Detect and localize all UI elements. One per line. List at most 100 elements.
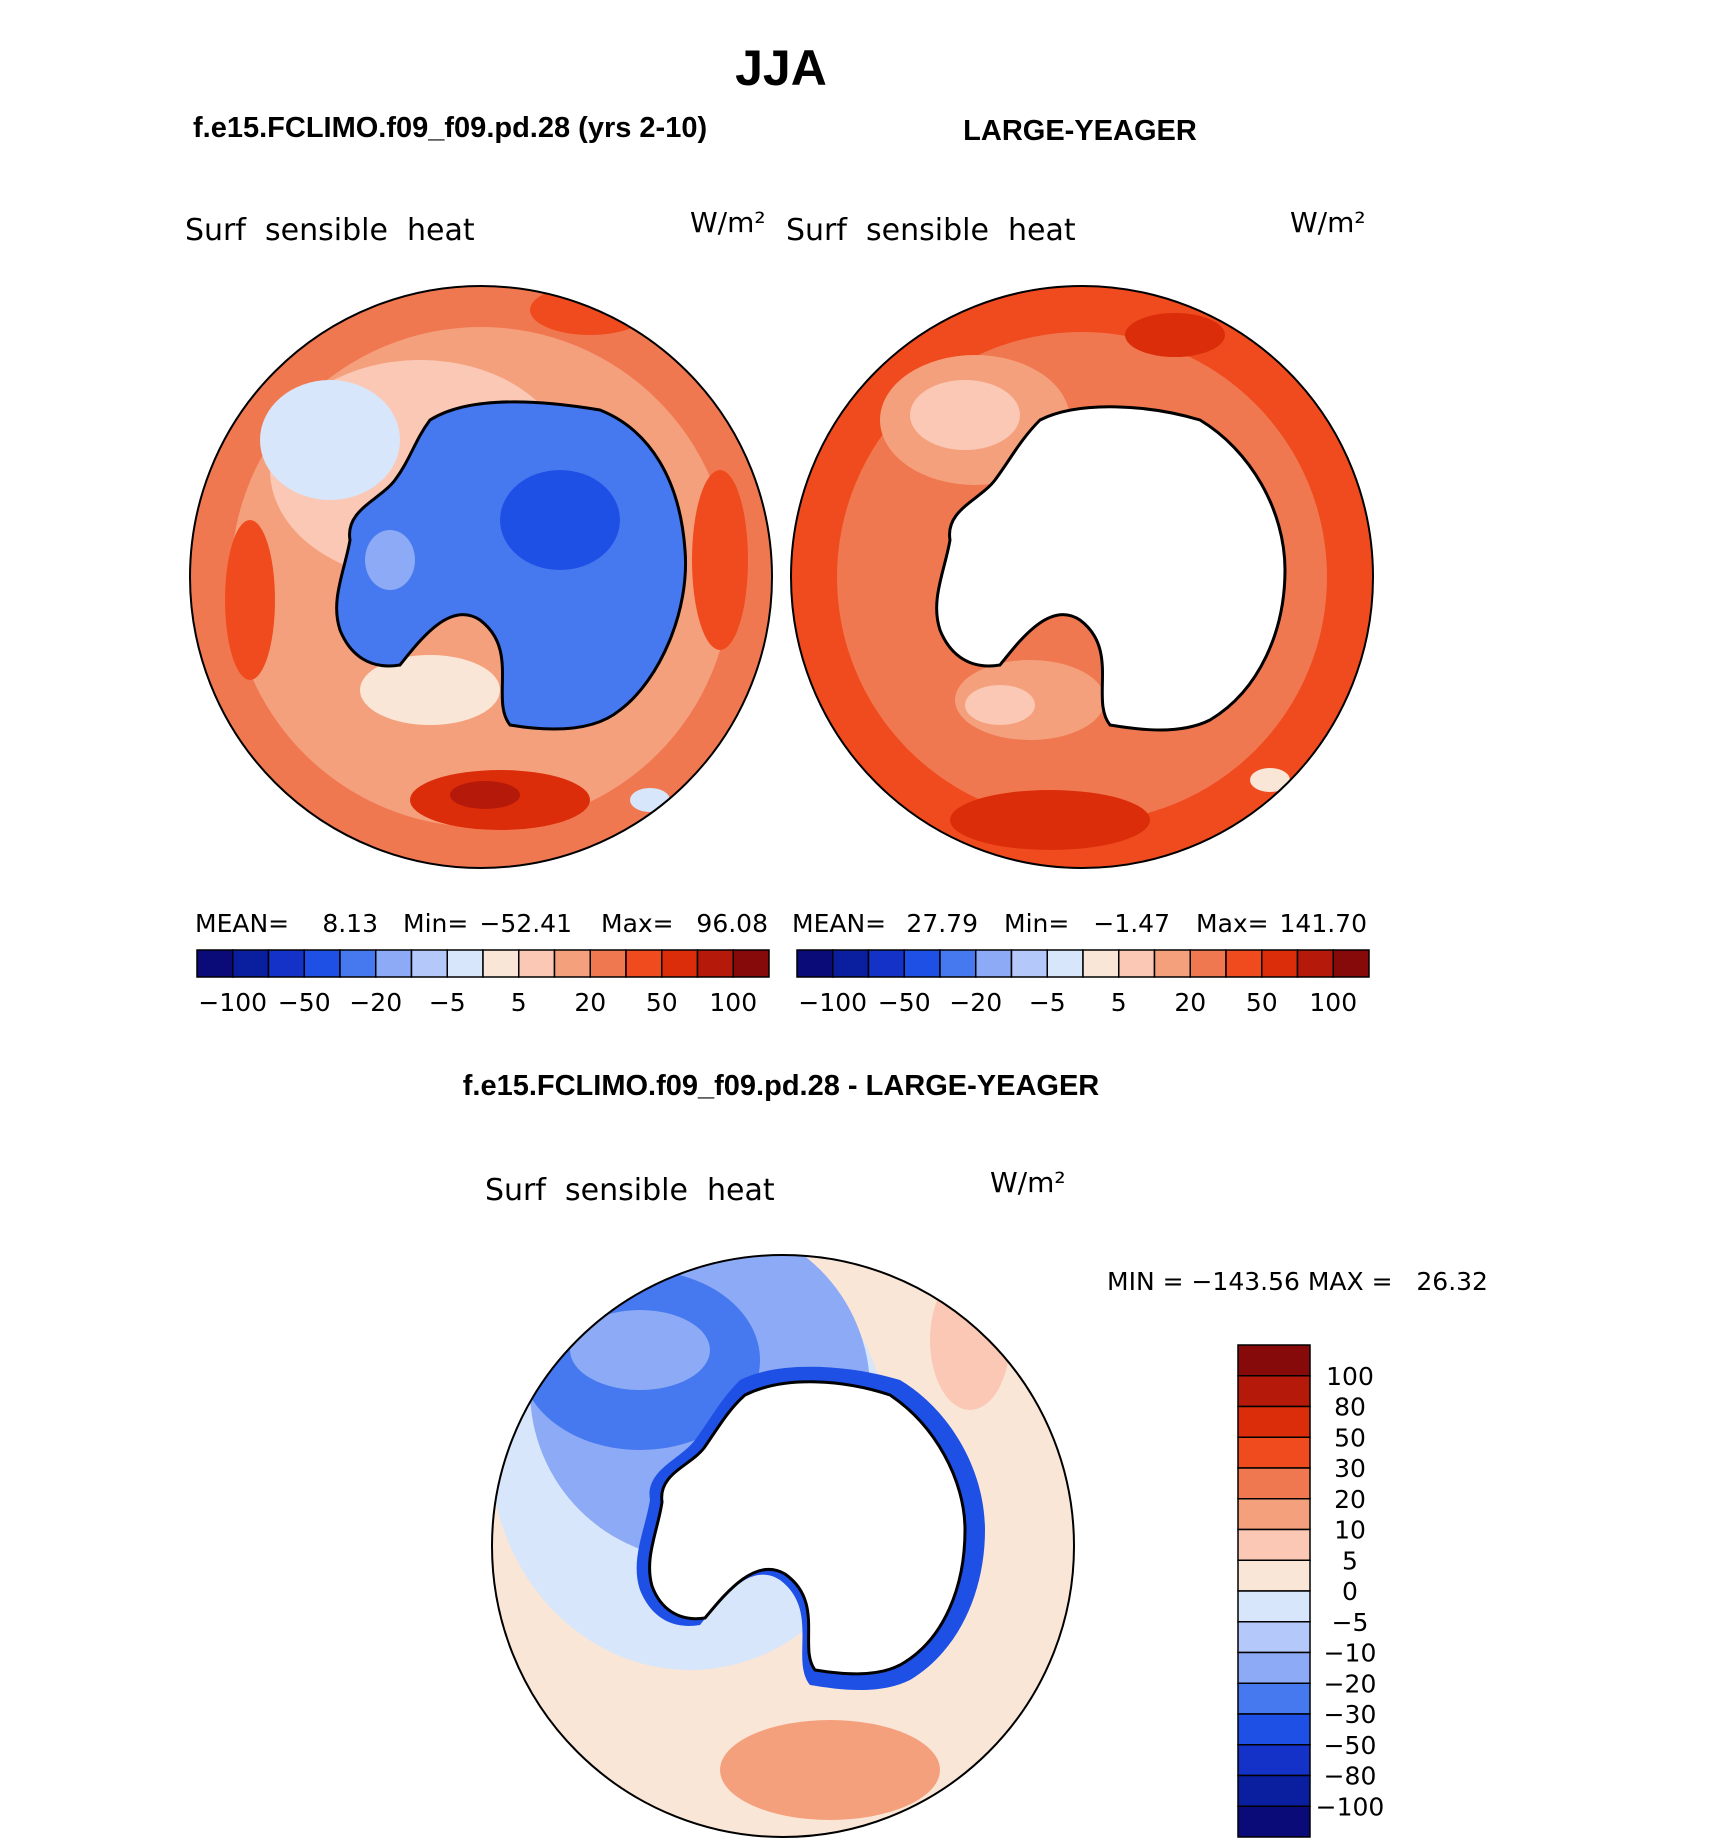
difference-polar-map <box>491 1254 1075 1838</box>
colorbar-swatch <box>1046 949 1084 978</box>
left-units-label: W/m² <box>690 206 766 239</box>
figure-title: JJA <box>735 40 827 96</box>
colorbar-tick-label: 100 <box>1309 988 1357 1017</box>
colorbar-tick-label: 30 <box>1334 1454 1366 1483</box>
colorbar-tick-label: 50 <box>1334 1423 1366 1452</box>
colorbar-swatch <box>1332 949 1370 978</box>
colorbar-swatch <box>1237 1498 1311 1531</box>
colorbar-tick-label: −50 <box>1324 1731 1377 1760</box>
colorbar-swatch <box>482 949 520 978</box>
colorbar-tick-label: 100 <box>709 988 757 1017</box>
right-mean-value: 27.79 <box>906 909 978 938</box>
colorbar-tick-label: 20 <box>574 988 606 1017</box>
colorbar-swatch <box>1118 949 1156 978</box>
colorbar-swatch <box>1237 1344 1311 1377</box>
diff-variable-label: Surf sensible heat <box>485 1173 775 1208</box>
left-mean-value: 8.13 <box>322 909 378 938</box>
colorbar-swatch <box>1082 949 1120 978</box>
left-min-label: Min= <box>403 909 468 938</box>
colorbar-swatch <box>1153 949 1191 978</box>
colorbar-swatch <box>1189 949 1227 978</box>
colorbar-tick-label: −5 <box>1029 988 1066 1017</box>
right-max-value: 141.70 <box>1280 909 1367 938</box>
colorbar-swatch <box>1237 1405 1311 1438</box>
left-mean-label: MEAN= <box>195 909 289 938</box>
colorbar-swatch <box>1237 1528 1311 1561</box>
colorbar-tick-label: −5 <box>1332 1608 1369 1637</box>
colorbar-tick-label: 50 <box>1246 988 1278 1017</box>
colorbar-swatch <box>975 949 1013 978</box>
colorbar-swatch <box>375 949 413 978</box>
colorbar-tick-label: 10 <box>1334 1516 1366 1545</box>
colorbar-tick-label: −20 <box>949 988 1002 1017</box>
diff-minmax: MIN = −143.56 MAX = 26.32 <box>1107 1267 1488 1296</box>
colorbar-tick-label: −100 <box>798 988 867 1017</box>
colorbar-tick-label: −100 <box>1316 1792 1385 1821</box>
colorbar-swatch <box>1237 1375 1311 1408</box>
colorbar-swatch <box>410 949 448 978</box>
colorbar-swatch <box>1237 1682 1311 1715</box>
colorbar-swatch <box>1237 1436 1311 1469</box>
colorbar-swatch <box>1261 949 1299 978</box>
colorbar-swatch <box>446 949 484 978</box>
colorbar-swatch <box>1237 1805 1311 1838</box>
right-polar-map <box>790 285 1374 869</box>
colorbar-tick-label: −20 <box>1324 1669 1377 1698</box>
colorbar-tick-label: −100 <box>198 988 267 1017</box>
right-colorbar: −100 −50 −20 −5 5 20 50 100 <box>796 949 1370 1017</box>
right-mean-label: MEAN= <box>792 909 886 938</box>
colorbar-tick-label: 100 <box>1326 1362 1374 1391</box>
colorbar-tick-label: 50 <box>646 988 678 1017</box>
diff-case-title: f.e15.FCLIMO.f09_f09.pd.28 - LARGE-YEAGE… <box>463 1070 1100 1102</box>
right-case-title: LARGE-YEAGER <box>963 115 1197 147</box>
colorbar-swatch <box>625 949 663 978</box>
left-min-value: −52.41 <box>479 909 572 938</box>
right-max-label: Max= <box>1196 909 1269 938</box>
colorbar-swatch <box>1225 949 1263 978</box>
diff-units-label: W/m² <box>990 1166 1066 1199</box>
colorbar-swatch <box>1237 1774 1311 1807</box>
colorbar-swatch <box>1296 949 1334 978</box>
right-stats: MEAN= 27.79 Min= −1.47 Max= 141.70 <box>792 909 1367 938</box>
colorbar-swatch <box>1237 1713 1311 1746</box>
colorbar-swatch <box>1010 949 1048 978</box>
colorbar-tick-label: −30 <box>1324 1700 1377 1729</box>
right-min-value: −1.47 <box>1093 909 1170 938</box>
colorbar-swatch <box>661 949 699 978</box>
left-colorbar: −100 −50 −20 −5 5 20 50 100 <box>196 949 770 1017</box>
colorbar-swatch <box>1237 1651 1311 1684</box>
colorbar-swatch <box>553 949 591 978</box>
colorbar-tick-label: −5 <box>429 988 466 1017</box>
colorbar-swatch <box>1237 1744 1311 1777</box>
colorbar-swatch <box>267 949 305 978</box>
colorbar-tick-label: 5 <box>511 988 527 1017</box>
colorbar-swatch <box>303 949 341 978</box>
colorbar-swatch <box>867 949 905 978</box>
colorbar-tick-label: 80 <box>1334 1393 1366 1422</box>
colorbar-tick-label: −80 <box>1324 1762 1377 1791</box>
colorbar-swatch <box>696 949 734 978</box>
colorbar-tick-label: 20 <box>1174 988 1206 1017</box>
colorbar-tick-label: −50 <box>278 988 331 1017</box>
left-max-label: Max= <box>601 909 674 938</box>
colorbar-tick-label: 0 <box>1342 1577 1358 1606</box>
colorbar-tick-label: −10 <box>1324 1639 1377 1668</box>
colorbar-swatch <box>339 949 377 978</box>
colorbar-swatch <box>832 949 870 978</box>
colorbar-tick-label: −20 <box>349 988 402 1017</box>
colorbar-tick-label: 20 <box>1334 1485 1366 1514</box>
colorbar-swatch <box>196 949 234 978</box>
colorbar-swatch <box>903 949 941 978</box>
colorbar-swatch <box>732 949 770 978</box>
colorbar-tick-label: 5 <box>1111 988 1127 1017</box>
left-max-value: 96.08 <box>696 909 768 938</box>
colorbar-tick-label: −50 <box>878 988 931 1017</box>
colorbar-tick-label: 5 <box>1342 1546 1358 1575</box>
colorbar-swatch <box>518 949 556 978</box>
left-stats: MEAN= 8.13 Min= −52.41 Max= 96.08 <box>195 909 768 938</box>
left-polar-map <box>189 285 773 869</box>
colorbar-swatch <box>1237 1621 1311 1654</box>
left-case-title: f.e15.FCLIMO.f09_f09.pd.28 (yrs 2-10) <box>193 112 707 144</box>
